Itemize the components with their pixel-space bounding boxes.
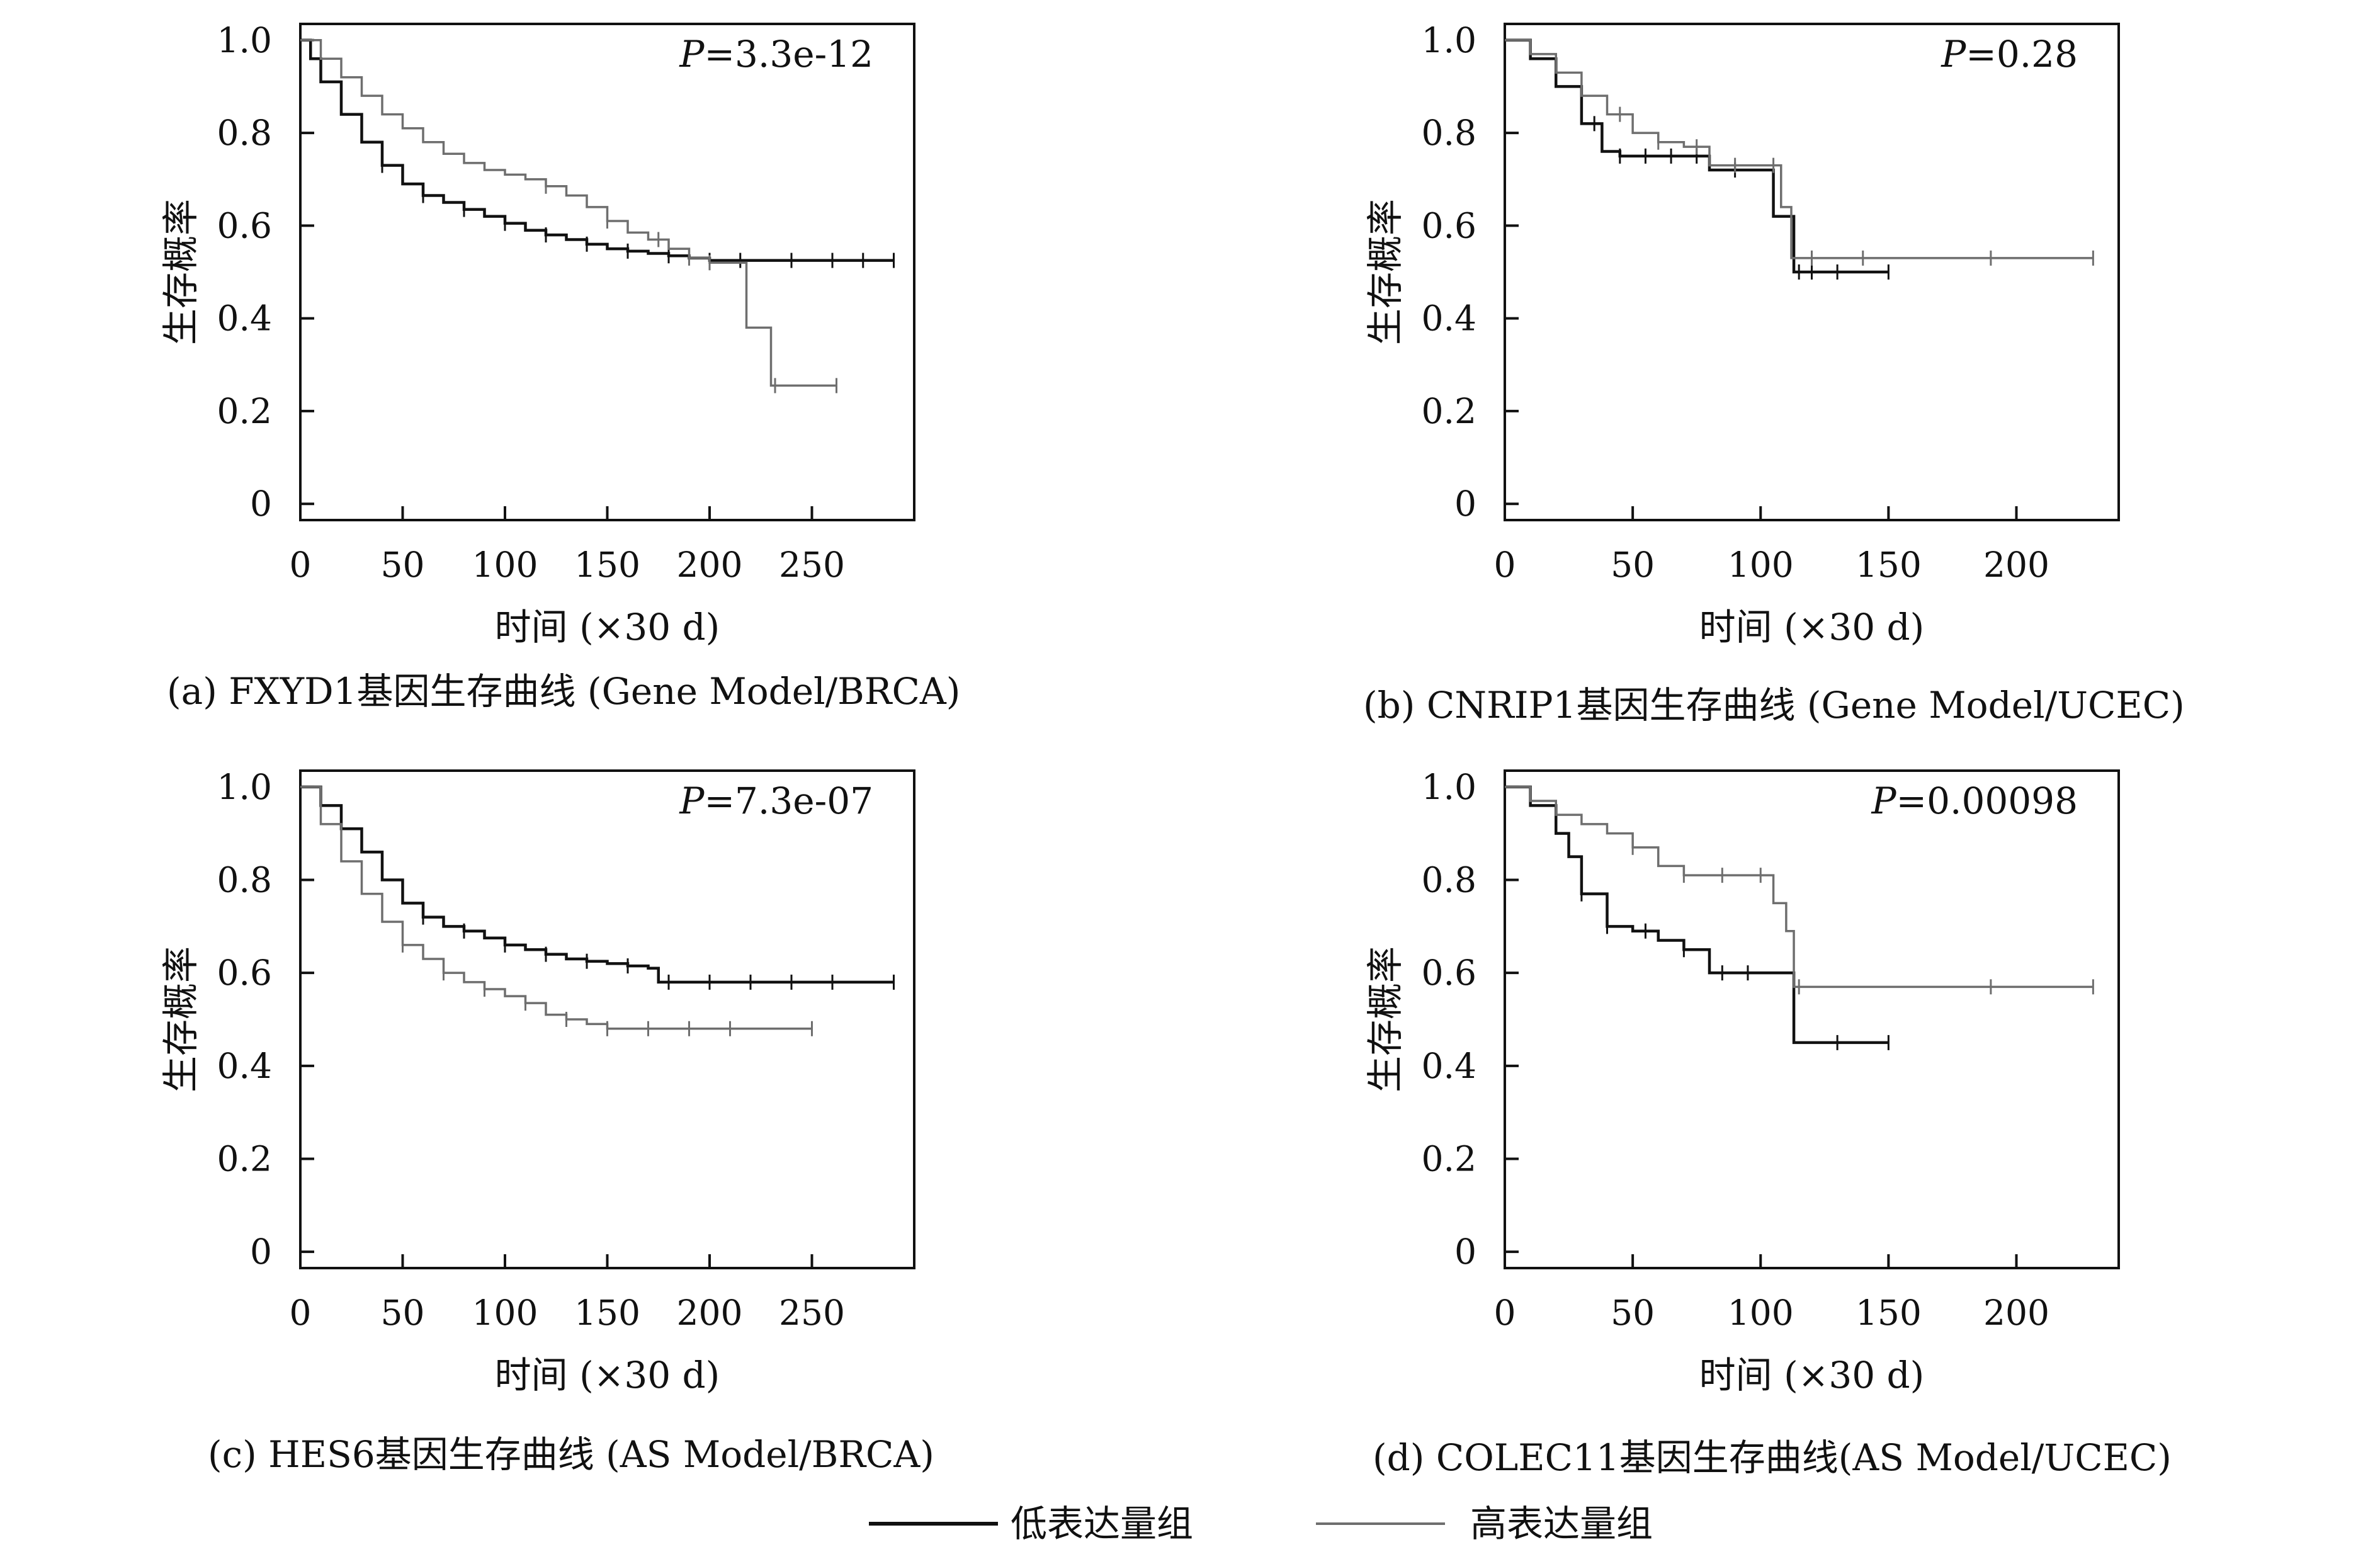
y-axis-title: 生存概率 — [159, 946, 202, 1092]
y-tick-label: 0.2 — [217, 1138, 272, 1179]
x-tick-label: 150 — [1856, 545, 1922, 585]
y-axis-title: 生存概率 — [159, 199, 202, 345]
x-tick-label: 150 — [574, 1293, 640, 1333]
y-tick-label: 0.8 — [217, 860, 272, 900]
y-tick-label: 0.6 — [217, 953, 272, 993]
y-tick-label: 0.2 — [1422, 1138, 1476, 1179]
survival-curve-low — [300, 38, 894, 262]
legend-label-high-expression: 高表达量组 — [1470, 1502, 1653, 1545]
y-tick-label: 0.4 — [1422, 298, 1476, 339]
x-tick-label: 0 — [290, 545, 312, 585]
y-tick-label: 1.0 — [1422, 767, 1476, 807]
x-tick-label: 200 — [677, 545, 743, 585]
y-tick-label: 0.8 — [1422, 860, 1476, 900]
y-tick-label: 0.4 — [217, 1046, 272, 1086]
chart-panel-0: 0 0.2 0.4 0.6 0.8 1.0 0 50 100 150 200 250 时间 (×30 d… — [159, 20, 960, 713]
plot-frame — [1504, 769, 2120, 1269]
y-tick-label: 0.2 — [217, 391, 272, 431]
legend-label-low-expression: 低表达量组 — [1011, 1502, 1193, 1545]
y-tick-label: 0 — [250, 1232, 272, 1272]
x-axis-title: 时间 (×30 d) — [495, 606, 720, 649]
chart-panel-2: 0 0.2 0.4 0.6 0.8 1.0 0 50 100 150 200 250 时间 (×30 d… — [159, 767, 934, 1476]
y-tick-label: 0.6 — [1422, 953, 1476, 993]
figure-legend: 低表达量组 高表达量组 — [869, 1502, 1653, 1545]
y-tick-label: 0.8 — [1422, 113, 1476, 153]
x-tick-label: 150 — [1856, 1293, 1922, 1333]
x-tick-label: 250 — [779, 1293, 845, 1333]
survival-curve-high — [1505, 39, 2094, 259]
survival-curve-high — [300, 39, 837, 387]
y-tick-label: 0 — [250, 484, 272, 524]
plot-frame — [299, 23, 915, 521]
y-tick-label: 0.6 — [1422, 205, 1476, 246]
y-tick-label: 0.6 — [217, 205, 272, 246]
p-value-annotation: P=7.3e-07 — [679, 779, 873, 822]
x-axis-title: 时间 (×30 d) — [1699, 1354, 1925, 1397]
chart-panel-3: 0 0.2 0.4 0.6 0.8 1.0 0 50 100 150 200 时间 (×30 d) 生存… — [1364, 767, 2172, 1479]
y-tick-label: 0 — [1454, 484, 1476, 524]
y-tick-label: 1.0 — [217, 767, 272, 807]
x-tick-label: 0 — [1494, 545, 1516, 585]
x-tick-label: 0 — [290, 1293, 312, 1333]
y-tick-label: 0 — [1454, 1232, 1476, 1272]
y-tick-label: 0.8 — [217, 113, 272, 153]
x-tick-label: 0 — [1494, 1293, 1516, 1333]
survival-curve-high — [1505, 786, 2094, 989]
x-tick-label: 50 — [1611, 545, 1655, 585]
y-tick-label: 1.0 — [1422, 20, 1476, 60]
p-value-annotation: P=3.3e-12 — [679, 33, 873, 76]
p-value-annotation: P=0.28 — [1941, 33, 2078, 76]
x-tick-label: 100 — [1728, 545, 1794, 585]
y-tick-label: 0.4 — [217, 298, 272, 339]
x-tick-label: 150 — [574, 545, 640, 585]
chart-panel-1: 0 0.2 0.4 0.6 0.8 1.0 0 50 100 150 200 时间 (×30 d) 生存… — [1363, 20, 2185, 727]
survival-curve-high — [300, 786, 812, 1030]
p-value-annotation: P=0.00098 — [1871, 779, 2078, 822]
x-tick-label: 100 — [472, 1293, 538, 1333]
x-tick-label: 250 — [779, 545, 845, 585]
y-tick-label: 0.4 — [1422, 1046, 1476, 1086]
y-axis-title: 生存概率 — [1364, 946, 1407, 1092]
survival-curve-low — [1505, 785, 1889, 1045]
chart-caption: (c) HES6基因生存曲线 (AS Model/BRCA) — [208, 1433, 934, 1476]
y-tick-label: 1.0 — [217, 20, 272, 60]
chart-caption: (a) FXYD1基因生存曲线 (Gene Model/BRCA) — [167, 670, 960, 713]
x-tick-label: 100 — [472, 545, 538, 585]
plot-frame — [299, 769, 915, 1269]
plot-frame — [1504, 23, 2120, 521]
x-axis-title: 时间 (×30 d) — [495, 1354, 720, 1397]
x-tick-label: 50 — [381, 545, 425, 585]
chart-panels: 0 0.2 0.4 0.6 0.8 1.0 0 50 100 150 200 250 时间 (×30 d… — [159, 20, 2185, 1479]
chart-caption: (d) COLEC11基因生存曲线(AS Model/UCEC) — [1373, 1436, 2172, 1479]
x-tick-label: 50 — [1611, 1293, 1655, 1333]
chart-caption: (b) CNRIP1基因生存曲线 (Gene Model/UCEC) — [1363, 684, 2185, 727]
x-tick-label: 200 — [1983, 1293, 2049, 1333]
x-tick-label: 200 — [1983, 545, 2049, 585]
x-tick-label: 50 — [381, 1293, 425, 1333]
x-axis-title: 时间 (×30 d) — [1699, 606, 1925, 649]
x-tick-label: 100 — [1728, 1293, 1794, 1333]
y-tick-label: 0.2 — [1422, 391, 1476, 431]
x-tick-label: 200 — [677, 1293, 743, 1333]
y-axis-title: 生存概率 — [1364, 199, 1407, 345]
